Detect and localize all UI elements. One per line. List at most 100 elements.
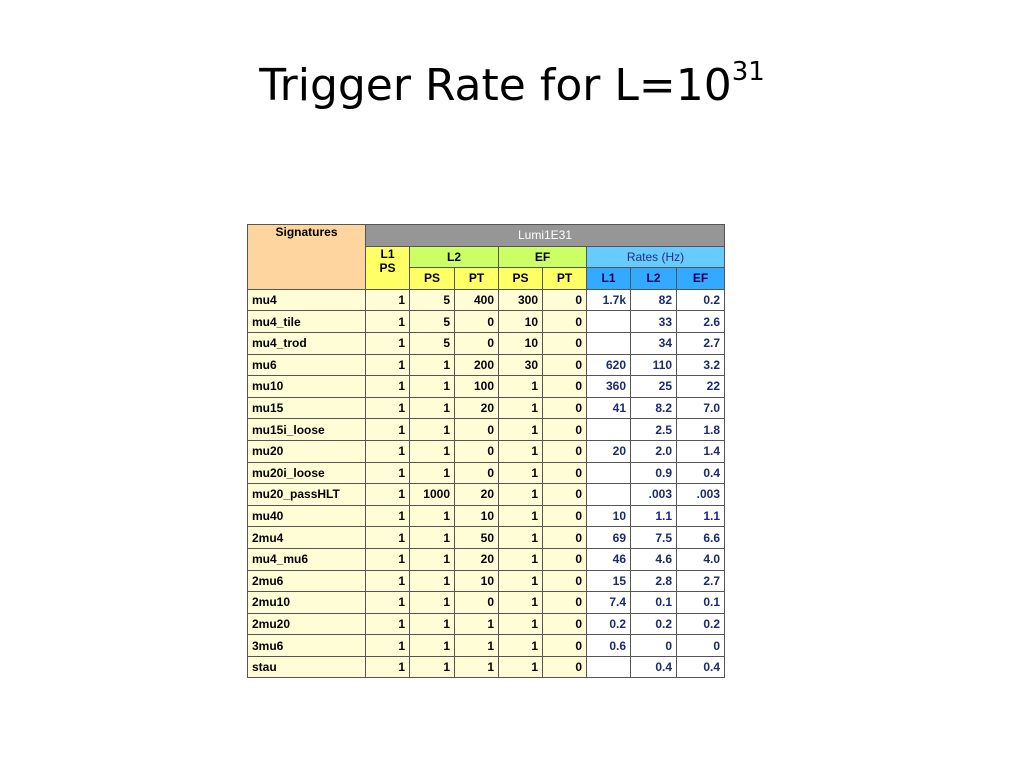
rate-ef-cell: 0.4 [676,461,725,485]
table-row: mu15i_loose 1 1 0 1 0 2.5 1.8 [247,418,725,441]
rate-ef-cell: 0.1 [676,591,725,614]
l1-ps-cell: 1 [365,375,410,398]
ef-pt-cell: 0 [542,612,587,636]
ef-ps-cell: 1 [498,634,543,657]
l2-pt-cell: 0 [454,418,499,441]
ef-ps-cell: 1 [498,504,543,528]
table-row: mu4_tile 1 5 0 10 0 33 2.6 [247,310,725,333]
l1-ps-cell: 1 [365,461,410,485]
l2-ps-cell: 5 [409,288,455,312]
l1-ps-cell: 1 [365,353,410,377]
signature-cell: mu4 [247,288,366,312]
l2-ps-cell: 1 [409,418,455,441]
rate-ef-cell: 2.7 [676,569,725,593]
ef-ps-cell: 1 [498,375,543,398]
l2-ps-cell: 1 [409,547,455,571]
rate-l1-cell [586,461,631,485]
ef-ps-cell: 10 [498,310,543,333]
table-row: mu10 1 1 100 1 0 360 25 22 [247,375,725,398]
ef-pt-cell: 0 [542,461,587,485]
rate-l1-cell [586,331,631,355]
ef-ps-cell: 1 [498,461,543,485]
trigger-rate-table: Signatures Lumi1E31 L1 PS L2 EF Rates (Hz… [247,224,725,679]
table-row: 2mu10 1 1 0 1 0 7.4 0.1 0.1 [247,591,725,614]
rate-l2-cell: 0.1 [630,591,677,614]
ef-pt-cell: 0 [542,634,587,657]
signature-cell: 2mu20 [247,612,366,636]
l2-ps-cell: 1 [409,439,455,463]
rate-l1-cell: 15 [586,569,631,593]
table-row: stau 1 1 1 1 0 0.4 0.4 [247,655,725,679]
signature-cell: mu4_mu6 [247,547,366,571]
l2-pt-cell: 0 [454,591,499,614]
l1-ps-cell: 1 [365,526,410,549]
l2-pt-cell: 0 [454,331,499,355]
rate-l1-cell [586,310,631,333]
ef-ps-cell: 10 [498,331,543,355]
l2-pt-cell: 50 [454,526,499,549]
ef-pt-cell: 0 [542,655,587,679]
l2-pt-cell: 10 [454,569,499,593]
header-rate-l1: L1 [586,267,631,290]
rate-l2-cell: 0.4 [630,655,677,679]
l1-ps-cell: 1 [365,547,410,571]
table-row: mu6 1 1 200 30 0 620 110 3.2 [247,353,725,377]
ef-pt-cell: 0 [542,483,587,506]
rate-l2-cell: 0.9 [630,461,677,485]
rate-l1-cell: 10 [586,504,631,528]
l2-ps-cell: 1 [409,655,455,679]
l1-ps-cell: 1 [365,591,410,614]
l2-pt-cell: 20 [454,483,499,506]
header-l2-pt: PT [454,267,499,290]
rate-ef-cell: 3.2 [676,353,725,377]
ef-ps-cell: 1 [498,483,543,506]
header-l1-ps-label: PS [379,260,396,275]
slide-title: Trigger Rate for L=1031 [0,59,1024,111]
slide-title-text: Trigger Rate for L=10 [259,60,732,111]
header-rate-l2: L2 [630,267,677,290]
rate-l1-cell: 20 [586,439,631,463]
rate-ef-cell: 0 [676,634,725,657]
ef-pt-cell: 0 [542,288,587,312]
header-ef-pt: PT [542,267,587,290]
l1-ps-cell: 1 [365,504,410,528]
l2-pt-cell: 200 [454,353,499,377]
header-row-2: L1 PS L2 EF Rates (Hz) [248,245,725,290]
ef-ps-cell: 1 [498,612,543,636]
table-row: mu4 1 5 400 300 0 1.7k 82 0.2 [247,288,725,312]
rate-l2-cell: 4.6 [630,547,677,571]
header-signatures: Signatures [247,224,366,290]
l2-pt-cell: 0 [454,461,499,485]
header-l1-ps: L1 PS [365,245,410,290]
ef-pt-cell: 0 [542,375,587,398]
rate-ef-cell: 4.0 [676,547,725,571]
rate-l1-cell [586,655,631,679]
ef-pt-cell: 0 [542,310,587,333]
ef-ps-cell: 1 [498,418,543,441]
l2-pt-cell: 20 [454,547,499,571]
ef-pt-cell: 0 [542,331,587,355]
table-row: mu40 1 1 10 1 0 10 1.1 1.1 [247,504,725,528]
rate-l2-cell: 8.2 [630,396,677,420]
signature-cell: 3mu6 [247,634,366,657]
table-row: 2mu6 1 1 10 1 0 15 2.8 2.7 [247,569,725,593]
l2-ps-cell: 1 [409,461,455,485]
rate-l1-cell: 620 [586,353,631,377]
ef-ps-cell: 1 [498,396,543,420]
ef-ps-cell: 300 [498,288,543,312]
l1-ps-cell: 1 [365,569,410,593]
l1-ps-cell: 1 [365,331,410,355]
signature-cell: mu20 [247,439,366,463]
header-ef-ps: PS [498,267,543,290]
rate-l2-cell: 2.8 [630,569,677,593]
signature-cell: mu15i_loose [247,418,366,441]
table-row: mu20 1 1 0 1 0 20 2.0 1.4 [247,439,725,463]
l1-ps-cell: 1 [365,634,410,657]
signature-cell: 2mu6 [247,569,366,593]
ef-ps-cell: 1 [498,655,543,679]
l1-ps-cell: 1 [365,439,410,463]
rate-l1-cell: 360 [586,375,631,398]
header-row-3: PS PT PS PT L1 L2 EF [248,267,725,290]
ef-pt-cell: 0 [542,396,587,420]
l2-ps-cell: 1 [409,396,455,420]
